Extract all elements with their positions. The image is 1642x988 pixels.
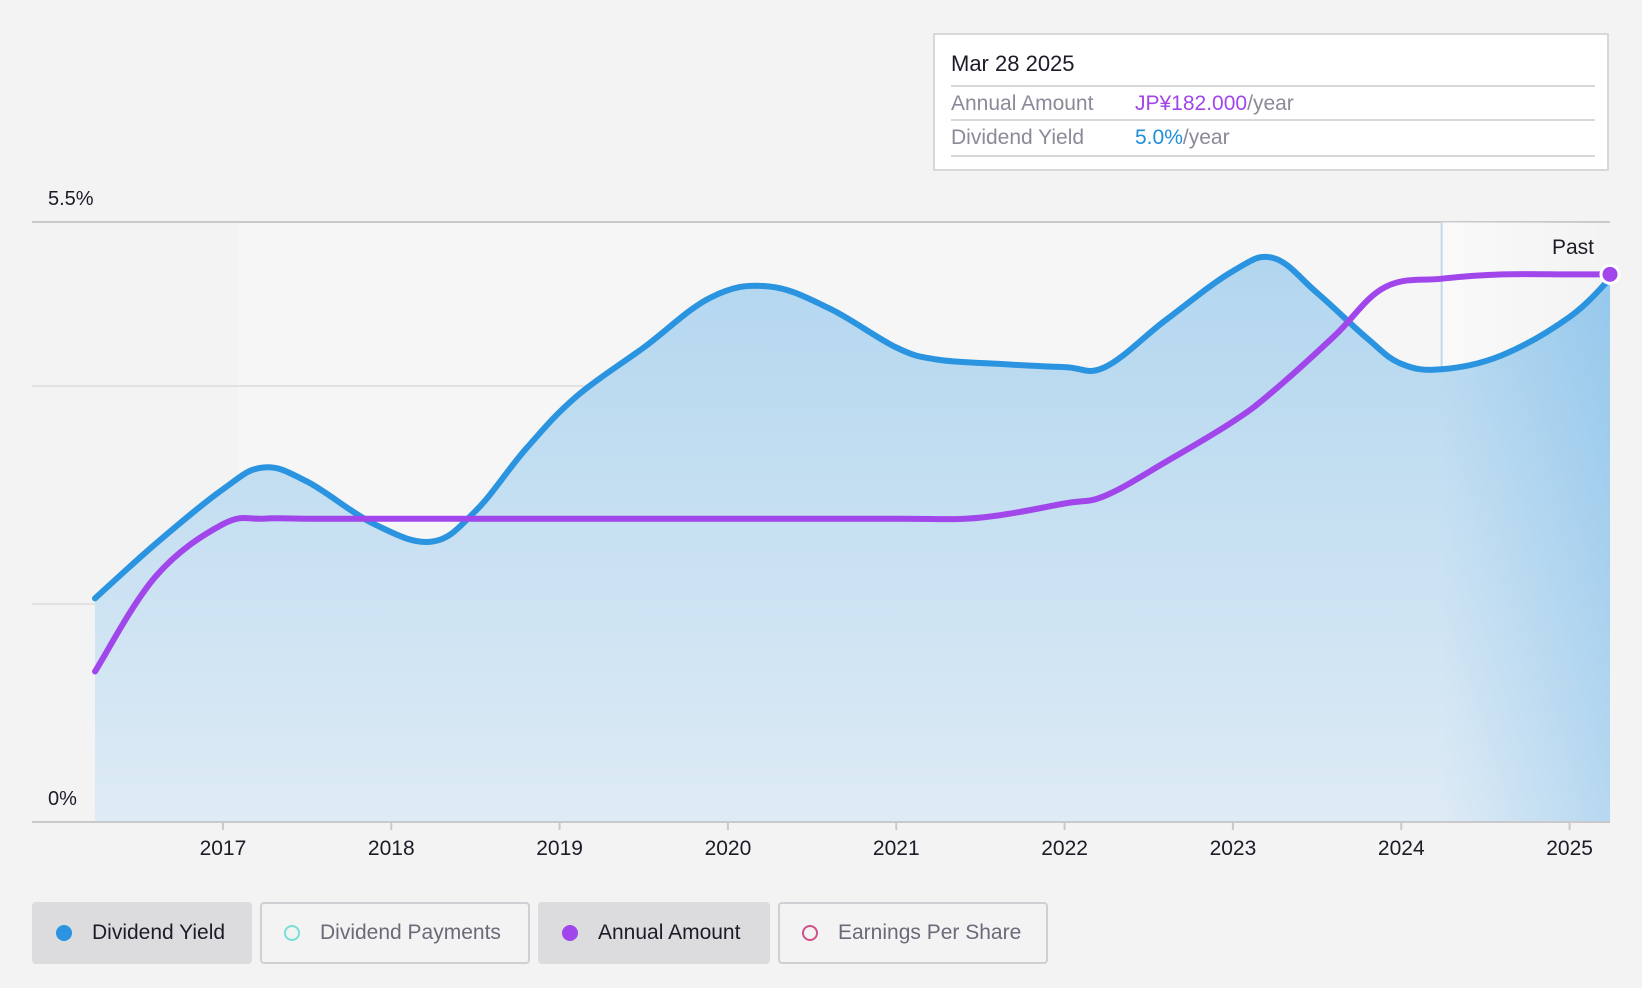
- legend-label: Earnings Per Share: [838, 921, 1022, 944]
- legend-dividend-payments-button[interactable]: Dividend Payments: [260, 902, 530, 964]
- legend-annual-amount-button[interactable]: Annual Amount: [538, 902, 770, 964]
- dividend-yield-area: [95, 256, 1610, 822]
- x-tick-label: 2024: [1378, 837, 1425, 860]
- legend-label: Dividend Yield: [92, 921, 226, 944]
- y-label-bottom: 0%: [48, 788, 77, 810]
- x-tick-label: 2020: [705, 837, 752, 860]
- x-axis-ticks: 2017 2018 2019 2020 2021 2022 2023 2024 2025: [200, 822, 1593, 860]
- tooltip-label: Annual Amount: [951, 92, 1094, 115]
- legend-dividend-yield-button[interactable]: Dividend Yield: [32, 902, 252, 964]
- x-tick-label: 2021: [873, 837, 920, 860]
- tooltip-date: Mar 28 2025: [951, 51, 1075, 76]
- x-tick-label: 2017: [200, 837, 247, 860]
- earnings-per-share-ring-icon: [802, 925, 818, 941]
- annual-amount-value: JP¥182.000: [1135, 92, 1248, 115]
- x-tick-label: 2023: [1210, 837, 1257, 860]
- legend-label: Dividend Payments: [320, 921, 501, 944]
- legend-earnings-per-share-button[interactable]: Earnings Per Share: [778, 902, 1048, 964]
- x-tick-label: 2025: [1546, 837, 1593, 860]
- annual-amount-dot-icon: [562, 925, 578, 941]
- annual-amount-endpoint[interactable]: [1599, 263, 1621, 285]
- past-label: Past: [1552, 236, 1594, 259]
- annual-amount-line: [92, 271, 1613, 675]
- x-tick-label: 2019: [536, 837, 583, 860]
- x-tick-label: 2022: [1041, 837, 1088, 860]
- dividend-payments-ring-icon: [284, 925, 300, 941]
- annual-amount-unit: /year: [1247, 92, 1294, 115]
- dividend-yield-line: [92, 253, 1613, 602]
- tooltip-row-dividend-yield: Dividend Yield 5.0%/year: [951, 119, 1595, 157]
- y-label-top: 5.5%: [48, 188, 94, 210]
- legend-label: Annual Amount: [598, 921, 741, 944]
- tooltip-value: 5.0%/year: [1135, 126, 1230, 150]
- tooltip-label: Dividend Yield: [951, 126, 1085, 149]
- tooltip-card: Mar 28 2025 Annual Amount JP¥182.000/yea…: [933, 33, 1609, 171]
- tooltip-row-annual-amount: Annual Amount JP¥182.000/year: [951, 85, 1595, 121]
- dividend-yield-unit: /year: [1182, 126, 1230, 149]
- dividend-yield-dot-icon: [56, 925, 72, 941]
- tooltip-value: JP¥182.000/year: [1135, 92, 1294, 116]
- dividend-yield-value: 5.0%: [1135, 126, 1183, 149]
- x-tick-label: 2018: [368, 837, 415, 860]
